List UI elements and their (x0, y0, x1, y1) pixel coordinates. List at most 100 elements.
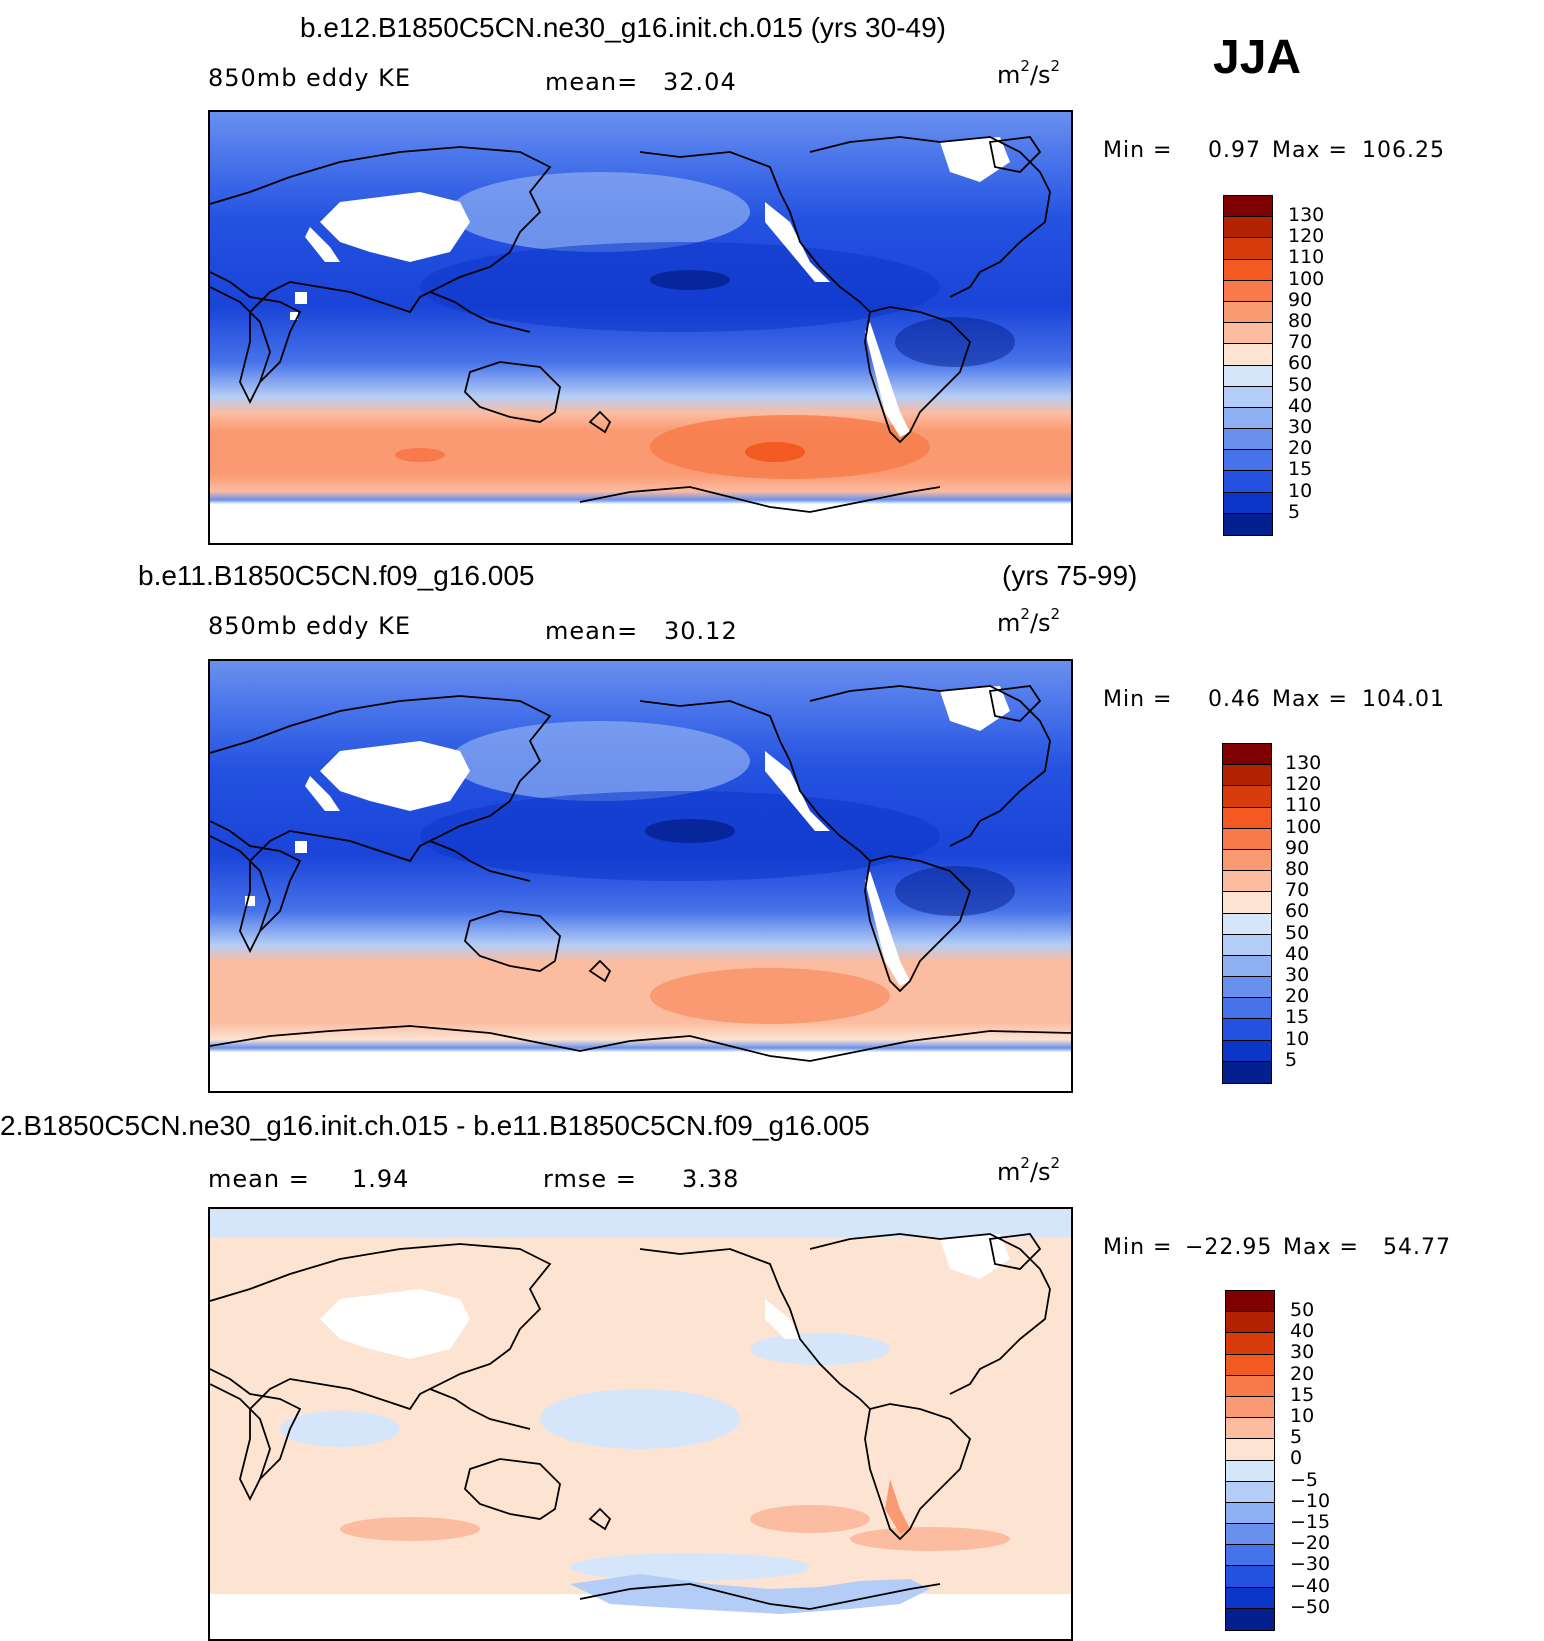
colorbar-swatch (1224, 492, 1272, 514)
panel2-max-label: Max = (1272, 687, 1348, 712)
panel1-title: b.e12.B1850C5CN.ne30_g16.init.ch.015 (yr… (300, 12, 946, 43)
panel1-max-value: 106.25 (1362, 138, 1445, 163)
panel3-units: m2/s2 (997, 1154, 1061, 1186)
colorbar-tick-label: 50 (1290, 1299, 1315, 1321)
colorbar-swatch (1223, 934, 1271, 956)
colorbar-tick-label: −5 (1290, 1468, 1319, 1491)
colorbar-tick-label: 5 (1285, 1048, 1298, 1071)
colorbar-tick-label: 130 (1285, 752, 1322, 774)
colorbar-swatch (1224, 217, 1272, 239)
panel3-colorbar-labels: 50 40 30 20 15 10 5 0 −5 −10 −15 −20 −30 −40 −50 (1290, 1299, 1331, 1618)
colorbar-swatch (1223, 998, 1271, 1020)
colorbar-swatch (1226, 1587, 1274, 1609)
colorbar-swatch (1223, 871, 1271, 893)
colorbar-swatch (1223, 786, 1271, 808)
colorbar-tick-label: 40 (1285, 942, 1310, 965)
panel3-rmse-value: 3.38 (682, 1165, 740, 1193)
panel3-max-label: Max = (1283, 1235, 1359, 1260)
panel3-mean-value: 1.94 (352, 1165, 410, 1193)
colorbar-swatch (1223, 1019, 1271, 1041)
panel2-max-value: 104.01 (1362, 687, 1445, 712)
colorbar-swatch (1226, 1608, 1274, 1630)
colorbar-swatch (1226, 1354, 1274, 1376)
panel1-colorbar-labels: 130 120 110 100 90 80 70 60 50 40 30 20 15 10 5 (1288, 204, 1324, 523)
panel3-max-value: 54.77 (1383, 1235, 1451, 1260)
colorbar-tick-label: 90 (1285, 836, 1310, 859)
colorbar-tick-label: 10 (1290, 1405, 1315, 1428)
colorbar-swatch (1224, 280, 1272, 302)
colorbar-swatch (1224, 386, 1272, 408)
colorbar-swatch (1223, 828, 1271, 850)
colorbar-tick-label: 30 (1288, 416, 1313, 439)
colorbar-tick-label: 15 (1290, 1383, 1315, 1406)
colorbar-swatch (1226, 1312, 1274, 1334)
colorbar-tick-label: 50 (1285, 921, 1310, 944)
panel2-min-value: 0.46 (1208, 687, 1261, 712)
colorbar-tick-label: −10 (1290, 1489, 1331, 1512)
colorbar-swatch (1224, 429, 1272, 451)
colorbar-swatch (1226, 1439, 1274, 1461)
colorbar-swatch (1226, 1460, 1274, 1482)
colorbar-swatch (1226, 1291, 1274, 1313)
colorbar-tick-label: −20 (1290, 1532, 1331, 1555)
panel2-map (208, 659, 1073, 1093)
panel1-colorbar (1223, 195, 1273, 536)
colorbar-swatch (1223, 977, 1271, 999)
colorbar-swatch (1224, 513, 1272, 535)
panel3-title: 2.B1850C5CN.ne30_g16.init.ch.015 - b.e11… (0, 1110, 870, 1141)
colorbar-tick-label: 110 (1285, 794, 1322, 817)
colorbar-swatch (1224, 450, 1272, 472)
colorbar-tick-label: 10 (1285, 1027, 1310, 1050)
panel2-title-years: (yrs 75-99) (1002, 560, 1138, 591)
panel3-min-value: −22.95 (1185, 1235, 1273, 1260)
colorbar-swatch (1223, 849, 1271, 872)
panel1-variable: 850mb eddy KE (208, 64, 412, 92)
colorbar-swatch (1226, 1502, 1274, 1525)
colorbar-tick-label: 20 (1288, 437, 1313, 460)
panel3-rmse-label: rmse = (543, 1165, 637, 1193)
colorbar-tick-label: −40 (1290, 1574, 1331, 1597)
panel1-min-value: 0.97 (1208, 138, 1261, 163)
colorbar-swatch (1224, 344, 1272, 366)
colorbar-tick-label: 80 (1288, 310, 1313, 333)
season-label: JJA (1213, 31, 1302, 84)
colorbar-tick-label: 20 (1290, 1362, 1315, 1385)
panel2-mean-value: 30.12 (664, 617, 738, 645)
colorbar-tick-label: 15 (1288, 458, 1313, 481)
colorbar-swatch (1224, 407, 1272, 430)
colorbar-tick-label: 0 (1290, 1447, 1303, 1470)
colorbar-tick-label: 40 (1290, 1320, 1315, 1343)
colorbar-swatch (1223, 955, 1271, 978)
colorbar-swatch (1224, 238, 1272, 260)
panel2-mean-label: mean= (545, 617, 639, 645)
panel1-map (208, 110, 1073, 545)
colorbar-tick-label: 50 (1288, 373, 1313, 396)
colorbar-swatch (1226, 1418, 1274, 1440)
colorbar-tick-label: 70 (1288, 331, 1313, 354)
colorbar-tick-label: −30 (1290, 1553, 1331, 1576)
colorbar-swatch (1224, 365, 1272, 387)
colorbar-tick-label: 20 (1285, 985, 1310, 1008)
colorbar-swatch (1223, 744, 1271, 766)
colorbar-tick-label: 120 (1285, 773, 1322, 796)
colorbar-swatch (1226, 1545, 1274, 1567)
colorbar-swatch (1224, 471, 1272, 493)
colorbar-tick-label: 5 (1288, 500, 1301, 523)
colorbar-tick-label: 70 (1285, 879, 1310, 902)
panel2-colorbar-labels: 130 120 110 100 90 80 70 60 50 40 30 20 15 10 5 (1285, 752, 1322, 1071)
panel2-title: b.e11.B1850C5CN.f09_g16.005 (138, 560, 535, 591)
colorbar-swatch (1226, 1396, 1274, 1419)
colorbar-tick-label: 30 (1290, 1341, 1315, 1364)
colorbar-swatch (1226, 1481, 1274, 1503)
colorbar-tick-label: 40 (1288, 394, 1313, 417)
colorbar-swatch (1223, 1061, 1271, 1083)
colorbar-swatch (1226, 1566, 1274, 1588)
colorbar-swatch (1226, 1524, 1274, 1546)
colorbar-swatch (1223, 1040, 1271, 1062)
colorbar-tick-label: 90 (1288, 288, 1313, 311)
panel1-max-label: Max = (1272, 138, 1348, 163)
panel2-colorbar (1222, 743, 1272, 1084)
colorbar-swatch (1226, 1333, 1274, 1355)
panel3-mean-label: mean = (208, 1165, 310, 1193)
colorbar-tick-label: 15 (1285, 1006, 1310, 1029)
